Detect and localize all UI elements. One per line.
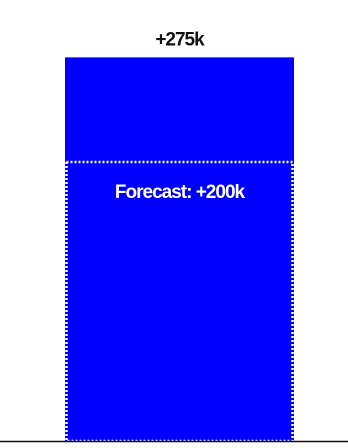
bar-actual [65, 57, 294, 442]
forecast-outline [65, 160, 294, 443]
forecast-label: Forecast: +200k [115, 182, 246, 203]
bar-value-label: +275k [155, 29, 205, 50]
